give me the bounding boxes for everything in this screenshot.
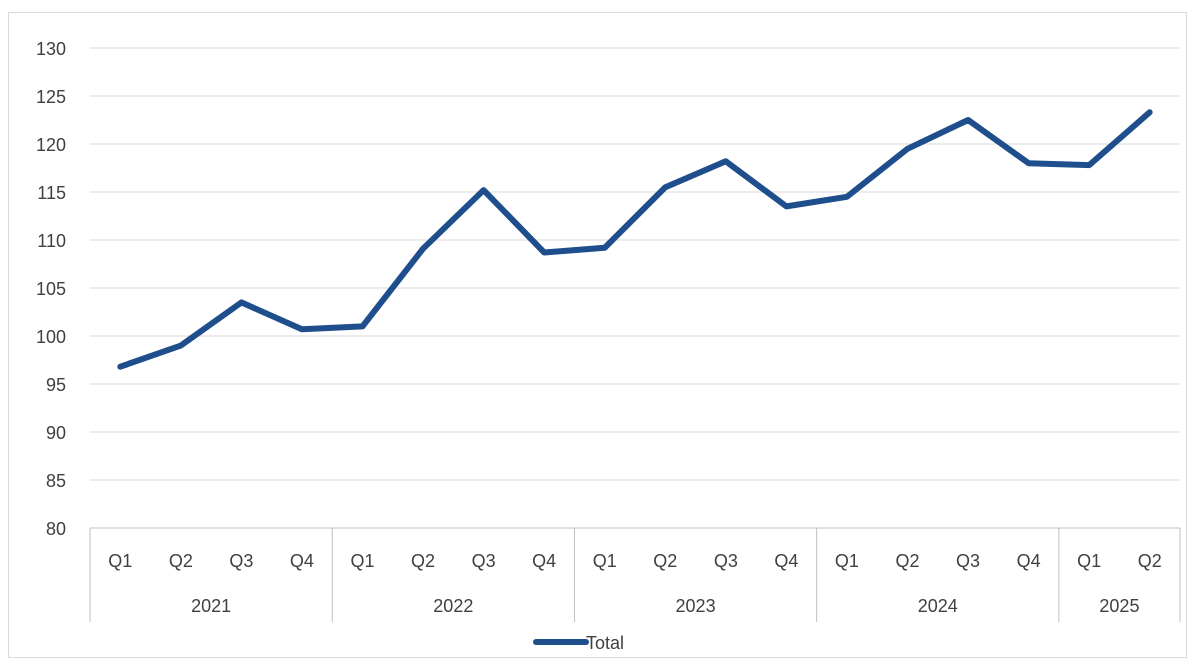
y-tick-label: 95 [46,375,66,395]
x-tick-label: Q3 [956,551,980,571]
x-tick-label: Q2 [411,551,435,571]
x-tick-label: Q1 [350,551,374,571]
x-group-label: 2023 [676,596,716,616]
legend-label: Total [586,633,624,653]
legend: Total [533,633,624,653]
y-axis: 80 85 90 95 100 105 110 115 120 125 130 [36,39,66,539]
y-tick-label: 110 [37,231,66,251]
y-tick-label: 130 [36,39,66,59]
x-tick-label: Q4 [290,551,314,571]
x-group-label: 2022 [433,596,473,616]
series-lines [117,109,1153,370]
x-tick-label: Q3 [472,551,496,571]
y-tick-label: 105 [36,279,66,299]
x-tick-label: Q4 [532,551,556,571]
x-tick-label: Q1 [1077,551,1101,571]
y-tick-label: 85 [46,471,66,491]
y-tick-label: 125 [36,87,66,107]
x-group-label: 2021 [191,596,231,616]
x-tick-label: Q1 [835,551,859,571]
y-tick-label: 120 [36,135,66,155]
x-group-label: 2025 [1099,596,1139,616]
x-tick-label: Q2 [895,551,919,571]
y-tick-label: 90 [46,423,66,443]
x-tick-label: Q1 [108,551,132,571]
x-axis: Q1 Q2 Q3 Q4 Q1 Q2 Q3 Q4 Q1 Q2 Q3 Q4 Q1 Q2 Q3 Q4 Q1 Q2 2021… [89,527,1181,622]
x-tick-label: Q2 [169,551,193,571]
chart-frame [8,12,1187,658]
y-tick-label: 80 [46,519,66,539]
x-tick-label: Q3 [714,551,738,571]
gridlines [90,47,1180,529]
x-tick-label: Q3 [229,551,253,571]
y-tick-label: 100 [36,327,66,347]
x-tick-label: Q4 [1017,551,1041,571]
series-line-total [117,109,1153,370]
x-tick-label: Q2 [1138,551,1162,571]
x-tick-label: Q1 [593,551,617,571]
y-tick-label: 115 [37,183,66,203]
x-tick-label: Q2 [653,551,677,571]
x-tick-label: Q4 [774,551,798,571]
x-group-label: 2024 [918,596,958,616]
